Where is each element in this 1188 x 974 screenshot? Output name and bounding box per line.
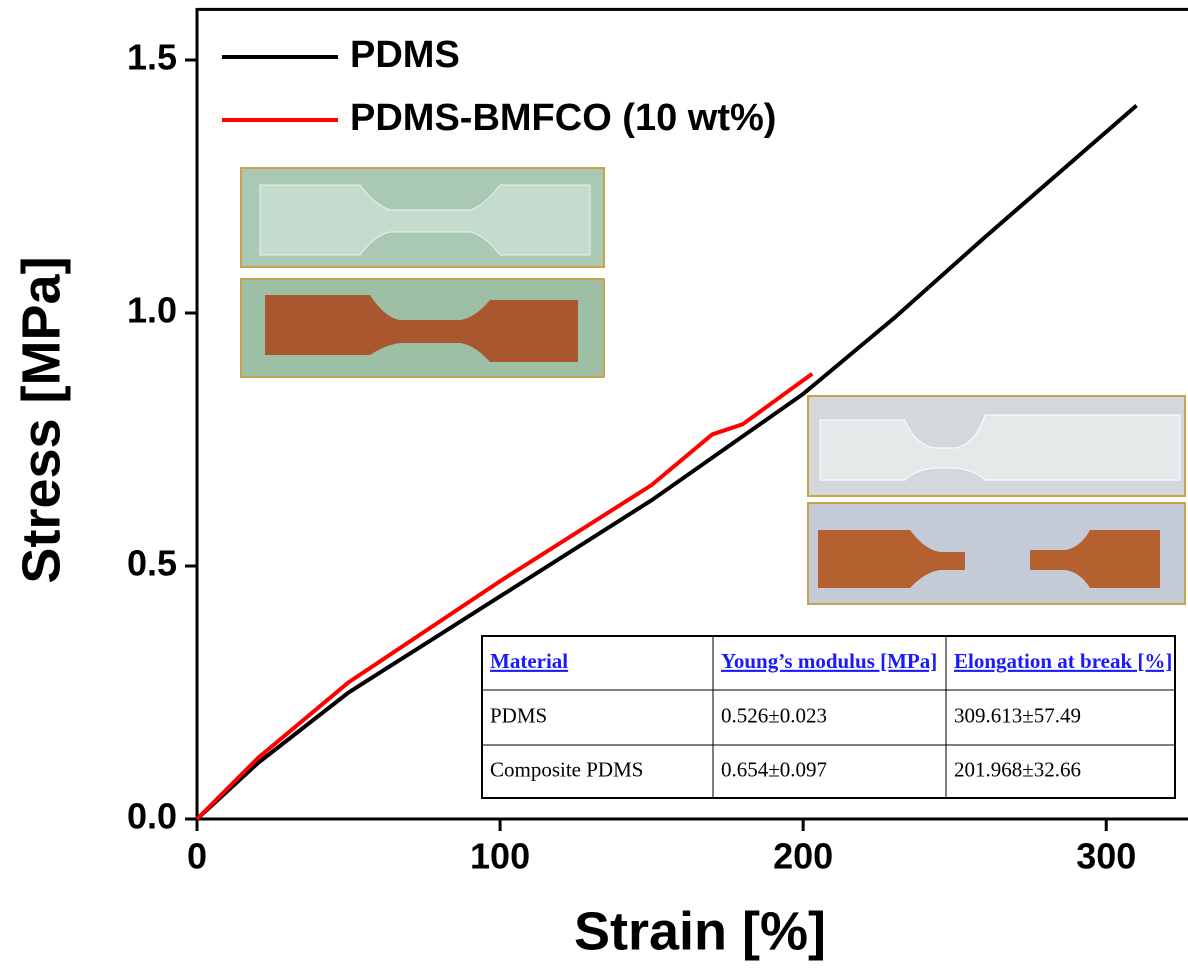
table-header: Material <box>490 649 568 673</box>
y-tick-label: 1.0 <box>127 290 177 331</box>
table-cell: 309.613±57.49 <box>954 703 1081 727</box>
table-cell: Composite PDMS <box>490 757 643 781</box>
table-cell: 0.654±0.097 <box>721 757 827 781</box>
table-cell: PDMS <box>490 703 547 727</box>
chart: 0 100 200 300 0.0 0.5 1.0 1.5 Strain [%] Stress [… <box>0 0 1188 974</box>
data-table: Material Young’s modulus [MPa] Elongation … <box>482 636 1175 798</box>
x-tick-label: 200 <box>773 836 833 877</box>
x-tick-label: 300 <box>1076 836 1136 877</box>
y-tick-label: 0.5 <box>127 543 177 584</box>
y-tick-label: 0.0 <box>127 796 177 837</box>
table-cell: 0.526±0.023 <box>721 703 827 727</box>
x-tick-label: 0 <box>187 836 207 877</box>
table-cell: 201.968±32.66 <box>954 757 1081 781</box>
x-axis-label: Strain [%] <box>574 901 826 961</box>
table-header: Elongation at break [%] <box>954 649 1172 673</box>
y-tick-label: 1.5 <box>127 37 177 78</box>
photo-insets <box>241 168 1185 604</box>
x-tick-label: 100 <box>470 836 530 877</box>
y-axis-label: Stress [MPa] <box>11 256 71 583</box>
table-header: Young’s modulus [MPa] <box>721 649 937 673</box>
legend-label: PDMS <box>350 34 460 76</box>
legend-label: PDMS-BMFCO (10 wt%) <box>350 97 776 139</box>
